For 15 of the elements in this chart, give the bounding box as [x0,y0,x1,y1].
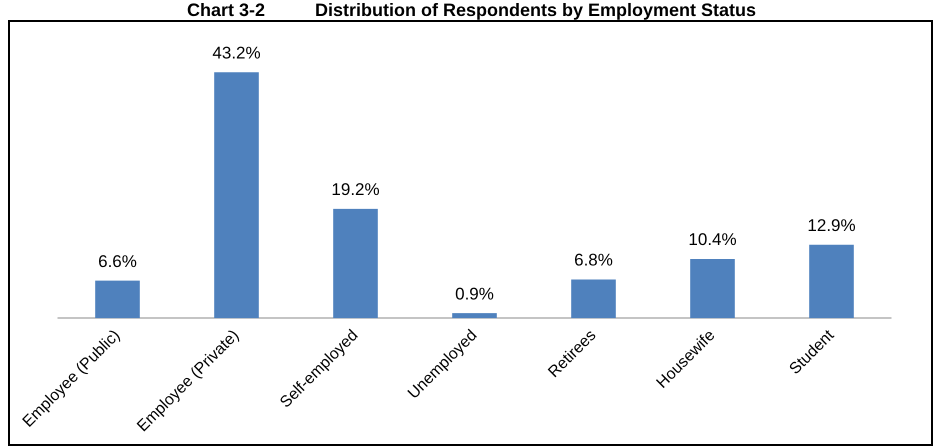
bar [809,244,854,318]
bar [95,280,140,318]
chart-title: Chart 3-2 Distribution of Respondents by Employment Status [186,0,758,20]
bar [333,208,378,318]
bar [214,72,259,318]
bar [452,313,497,318]
data-label: 19.2% [331,180,380,200]
data-label: 10.4% [688,230,737,250]
bar [571,280,616,318]
data-label: 43.2% [212,43,261,62]
data-label: 12.9% [807,216,856,235]
bar [690,259,735,318]
data-label: 6.6% [98,252,137,271]
data-label: 6.8% [574,250,613,270]
data-label: 0.9% [455,284,494,304]
